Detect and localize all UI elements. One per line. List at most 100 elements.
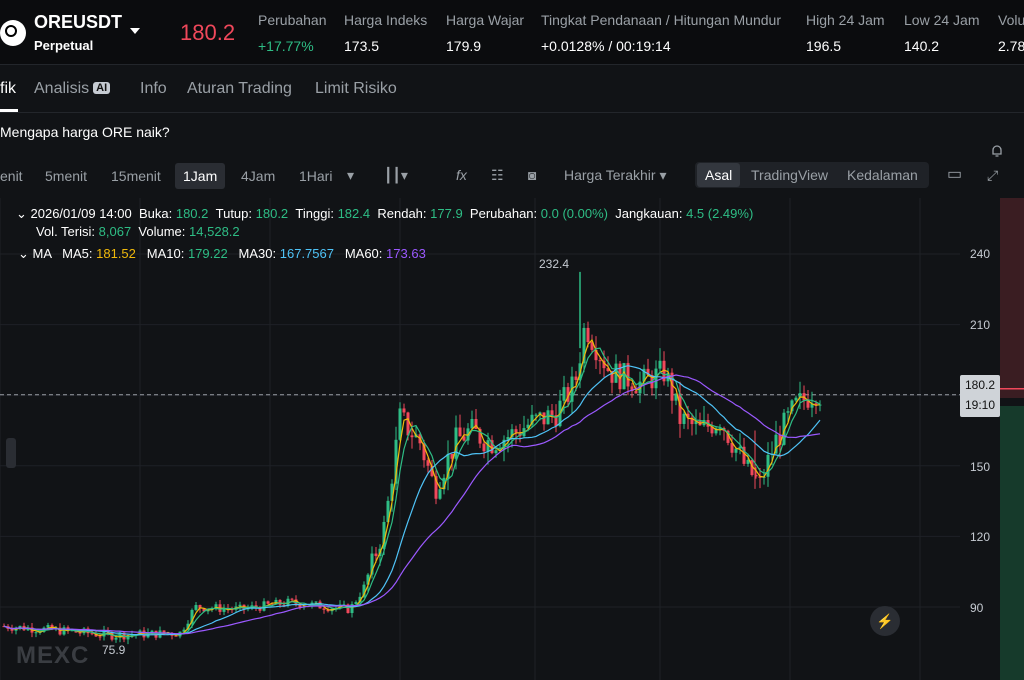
candle-body [294, 599, 298, 604]
candle-body [590, 342, 594, 350]
candle-body [606, 368, 610, 371]
y-tick: 240 [970, 247, 991, 261]
collapse-handle[interactable] [6, 438, 16, 468]
y-tick: 150 [970, 460, 991, 474]
candle-body [426, 460, 430, 466]
timeframe-1m[interactable]: enit [0, 168, 23, 184]
candle-body [102, 630, 106, 637]
last-price: 180.2 [180, 20, 236, 45]
candle-body [626, 363, 630, 387]
candle-body [442, 477, 446, 490]
window-icon[interactable]: ▭ [947, 166, 963, 183]
tab-info[interactable]: Info [140, 80, 167, 97]
candle-body [750, 459, 754, 475]
candle-body [574, 376, 578, 380]
fullscreen-icon[interactable]: ⤢ [987, 167, 999, 183]
mexc-watermark: MEXC [16, 642, 90, 669]
candle-body [402, 408, 406, 413]
candle-body [386, 500, 390, 522]
candle-body [358, 596, 362, 603]
view-tradingview[interactable]: TradingView [751, 167, 829, 183]
candle-body [474, 419, 478, 429]
chevron-down-icon[interactable] [130, 28, 140, 34]
candle-body [562, 387, 566, 401]
candle-body [786, 411, 790, 413]
candle-body [438, 489, 442, 499]
bell-icon[interactable] [990, 144, 1004, 158]
flash-icon[interactable]: ⚡ [870, 606, 900, 636]
candle-body [690, 417, 694, 425]
candle-body [622, 363, 626, 390]
candle-body [258, 607, 262, 611]
timeframe-15m[interactable]: 15menit [111, 168, 161, 184]
candle-body [94, 634, 98, 637]
candle-body [290, 598, 294, 600]
candle-body [462, 436, 466, 441]
view-original[interactable]: Asal [697, 163, 741, 187]
timeframe-1d[interactable]: 1Hari [299, 168, 333, 184]
candlestick-chart[interactable] [0, 198, 1024, 680]
candle-body [266, 601, 270, 604]
timeframe-4h[interactable]: 4Jam [241, 168, 276, 184]
symbol-name[interactable]: OREUSDT [34, 12, 123, 32]
candle-body [746, 459, 750, 464]
candle-body [670, 372, 674, 401]
stat-change: Perubahan +17.77% [258, 12, 327, 54]
candle-body [238, 604, 242, 607]
candle-body [422, 443, 426, 461]
timeframe-1h[interactable]: 1Jam [175, 163, 226, 189]
stat-index-price: Harga Indeks 173.5 [344, 12, 428, 54]
price-type-select[interactable]: Harga Terakhir ▾ [564, 167, 667, 183]
candle-body [794, 397, 798, 401]
candle-body [174, 635, 178, 637]
candle-body [662, 360, 666, 382]
candle-body [658, 360, 662, 369]
tab-analysis[interactable]: Analisis AI [34, 80, 111, 98]
candle-info-panel: ⌄ 2026/01/09 14:00 Buka: 180.2 Tutup: 18… [16, 206, 754, 239]
tab-bar: fik Analisis AI Info Aturan Trading Limit… [0, 64, 1024, 157]
candle-body [674, 393, 678, 401]
candle-body [334, 607, 338, 609]
candle-body [114, 637, 118, 640]
view-depth[interactable]: Kedalaman [847, 167, 918, 183]
tab-underline [0, 109, 18, 112]
candle-body [458, 427, 462, 437]
candle-body [18, 625, 22, 628]
candle-body [758, 476, 762, 478]
tab-chart[interactable]: fik [0, 80, 16, 97]
camera-icon[interactable]: ◙ [528, 167, 537, 183]
candle-body [742, 446, 746, 464]
candle-body [550, 410, 554, 416]
candle-body [434, 476, 438, 499]
candle-body [818, 404, 822, 406]
timeframe-5m[interactable]: 5menit [45, 168, 88, 184]
high-label: 232.4 [539, 257, 570, 271]
stat-low-24h: Low 24 Jam 140.2 [904, 12, 980, 54]
chevron-down-icon[interactable]: ⌄ [16, 206, 31, 221]
candle-body [382, 521, 386, 549]
candle-body [686, 413, 690, 418]
candle-body [554, 415, 558, 427]
layout-icon[interactable]: ☷ [491, 167, 504, 183]
more-timeframes-icon[interactable]: ▾ [347, 167, 355, 183]
candle-body [222, 608, 226, 612]
chevron-down-icon[interactable]: ⌄ [18, 246, 33, 261]
ma60-line [3, 374, 821, 635]
candle-body [406, 412, 410, 436]
tab-risk-limit[interactable]: Limit Risiko [315, 80, 397, 97]
candle-body [70, 630, 74, 632]
candle-body [314, 601, 318, 603]
candle-type-icon[interactable]: ┃┃▾ [384, 167, 408, 183]
tab-trading-rules[interactable]: Aturan Trading [187, 80, 292, 97]
candle-body [754, 474, 758, 477]
indicator-icon[interactable]: fx [456, 167, 467, 183]
candle-body [630, 386, 634, 392]
candle-body [602, 360, 606, 369]
candle-body [814, 403, 818, 406]
candle-body [682, 413, 686, 424]
candle-body [390, 483, 394, 501]
candle-body [482, 443, 486, 452]
candle-body [470, 419, 474, 429]
ai-question-link[interactable]: Mengapa harga ORE naik? [0, 124, 170, 140]
candle-body [798, 393, 802, 398]
